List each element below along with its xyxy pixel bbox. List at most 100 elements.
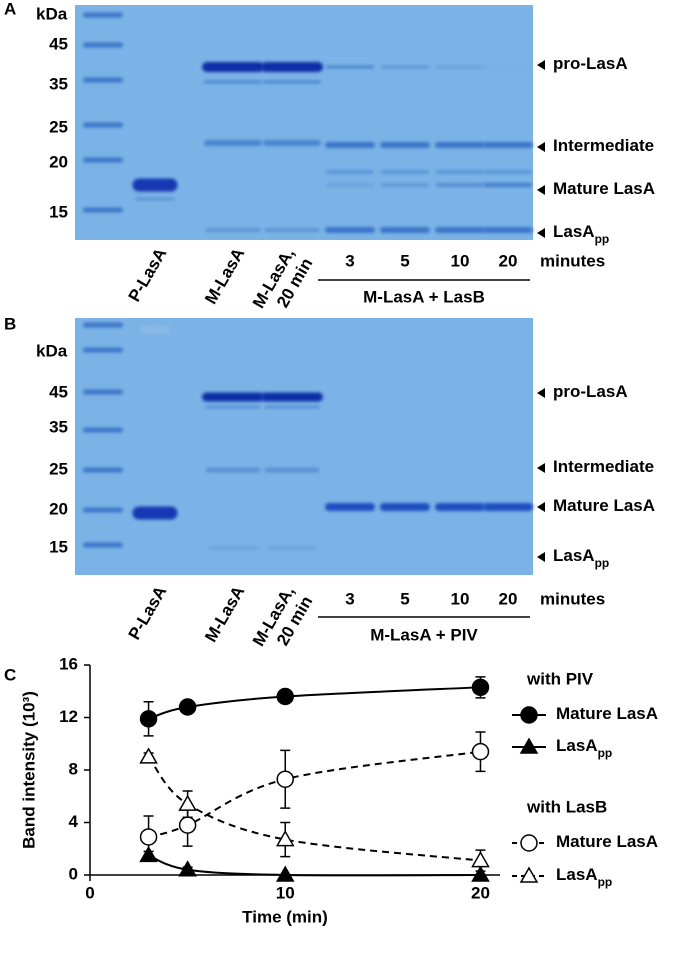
band-arrow [537, 60, 545, 70]
gel-band [204, 140, 262, 146]
x-tick-label: 0 [85, 883, 94, 902]
data-point [471, 742, 490, 761]
band-arrow [537, 552, 545, 562]
gel-band [205, 467, 261, 473]
gel-band [380, 227, 430, 233]
series-line [148, 686, 481, 720]
legend-marker [519, 866, 539, 883]
lane-label: M-LasA [201, 245, 248, 308]
y-tick-label: 16 [59, 654, 78, 673]
gel-band [202, 392, 264, 402]
time-label: 20 [499, 589, 518, 608]
gel [75, 5, 533, 240]
band-label-main: Mature LasA [553, 179, 655, 198]
gel-band [436, 170, 484, 174]
legend-marker [520, 706, 538, 724]
band-label-main: Mature LasA [553, 496, 655, 515]
data-point [471, 865, 490, 882]
panel-letter: B [4, 314, 16, 333]
legend-label: Mature LasA [556, 832, 658, 851]
marker-label: 45 [49, 34, 68, 53]
band-label-main: Intermediate [553, 457, 654, 476]
legend-label: Mature LasA [556, 704, 658, 723]
data-point [276, 770, 294, 788]
band-label: Intermediate [553, 136, 654, 155]
x-axis-label: Time (min) [242, 907, 328, 926]
treatment-label: M-LasA + PIV [370, 625, 478, 644]
data-point [178, 816, 197, 834]
band-label-main: LasA [553, 222, 595, 241]
gel-band [326, 65, 374, 69]
time-label: 3 [345, 589, 354, 608]
gel [75, 318, 533, 575]
legend-marker [520, 834, 538, 852]
gel-band [435, 503, 485, 511]
marker-label: 15 [49, 537, 68, 556]
gel-band [83, 12, 123, 18]
gel-band [83, 77, 123, 83]
band-label: Mature LasA [553, 496, 655, 515]
band-label: pro-LasA [553, 54, 628, 73]
gel-band [436, 183, 484, 187]
legend-label: LasApp [556, 865, 612, 889]
gel-band [83, 122, 123, 128]
gel-band [436, 65, 484, 69]
lane-label: M-LasA [201, 583, 248, 646]
gel-band [263, 140, 321, 146]
legend-label-main: LasA [556, 865, 598, 884]
legend-label-sub: pp [598, 746, 613, 760]
gel-band [267, 546, 317, 550]
marker-label: 25 [49, 117, 68, 136]
band-arrow [537, 502, 545, 512]
band-label-main: pro-LasA [553, 382, 628, 401]
gel-band [483, 142, 533, 148]
data-point [178, 860, 197, 877]
gel-band [135, 197, 175, 201]
gel-band [326, 170, 374, 174]
marker-label: 15 [49, 202, 68, 221]
gel-band [325, 227, 375, 233]
data-point [471, 678, 490, 697]
legend-label-main: Mature LasA [556, 704, 658, 723]
legend-title: with PIV [526, 669, 594, 688]
series-line [148, 750, 481, 838]
gel-band [132, 506, 178, 520]
gel-band [381, 170, 429, 174]
band-arrow [537, 142, 545, 152]
band-label-sub: pp [595, 232, 610, 246]
gel-band [380, 142, 430, 148]
band-arrow [537, 185, 545, 195]
time-label: 5 [400, 251, 409, 270]
marker-label: 45 [49, 382, 68, 401]
gel-band [264, 228, 320, 232]
gel-band [205, 228, 261, 232]
lane-label: P-LasA [125, 245, 171, 305]
data-point [139, 747, 158, 764]
data-point [276, 687, 294, 706]
gel-band [381, 183, 429, 187]
panel-letter: C [4, 665, 16, 684]
x-tick-label: 20 [471, 883, 490, 902]
x-tick-label: 10 [276, 883, 295, 902]
legend-label-main: Mature LasA [556, 832, 658, 851]
gel-band [484, 65, 532, 69]
band-arrow [537, 463, 545, 473]
band-label: Intermediate [553, 457, 654, 476]
gel-band [83, 427, 123, 433]
gel-band [380, 503, 430, 511]
gel-band [325, 503, 375, 511]
series-line [148, 854, 481, 877]
gel-band [381, 65, 429, 69]
band-label: Mature LasA [553, 179, 655, 198]
gel-band [484, 170, 532, 174]
gel-band [264, 405, 320, 409]
legend-title: with LasB [526, 797, 607, 816]
gel-band [83, 42, 123, 48]
gel-band [263, 80, 321, 84]
band-label: LasApp [553, 546, 609, 570]
time-label: 3 [345, 251, 354, 270]
legend-label: LasApp [556, 736, 612, 760]
marker-label: 35 [49, 417, 68, 436]
